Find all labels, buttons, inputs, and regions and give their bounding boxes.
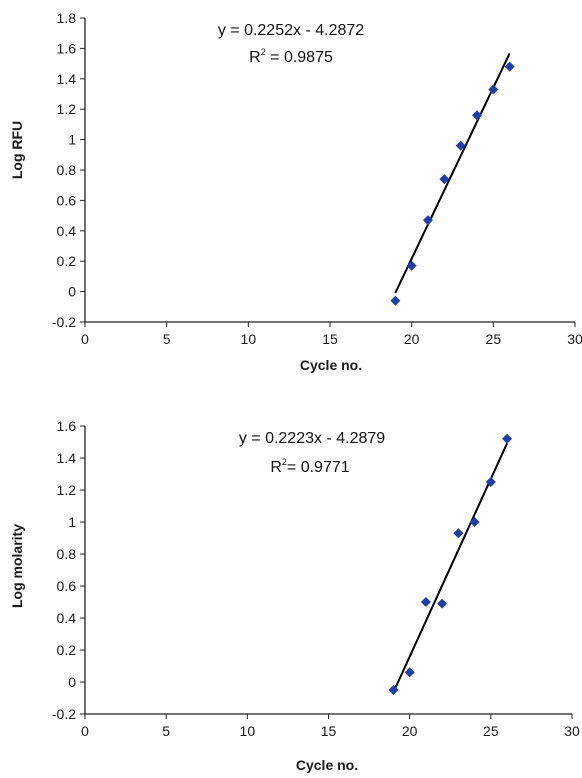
x-tick-label: 25 xyxy=(483,723,499,739)
x-tick-label: 10 xyxy=(241,331,257,347)
x-tick-label: 0 xyxy=(81,723,89,739)
x-tick-label: 30 xyxy=(564,723,580,739)
x-tick-label: 10 xyxy=(240,723,256,739)
y-tick-label: 0.2 xyxy=(57,253,77,269)
data-point xyxy=(404,667,415,678)
y-tick-label: 0.8 xyxy=(57,546,77,562)
y-tick-label: -0.2 xyxy=(52,314,76,330)
y-tick-label: 0.4 xyxy=(57,223,77,239)
r-squared-label: R2 = 0.9875 xyxy=(249,47,333,66)
chart-log-rfu: 1.8 1.6 1.4 1.2 1 0.8 0.6 0.4 0.2 0 -0.2 0 5 10 15 20 25… xyxy=(9,10,582,373)
chart-log-molarity: 1.61.41.210.80.60.40.20-0.20 5 10 15 20 25 30 … xyxy=(9,418,580,773)
r-squared-exponent: 2 xyxy=(261,47,266,57)
data-point xyxy=(388,685,399,695)
y-tick-label: 1.2 xyxy=(57,482,77,498)
x-tick-label: 15 xyxy=(322,331,338,347)
data-point xyxy=(455,140,466,151)
data-point xyxy=(423,215,433,226)
trendline xyxy=(392,442,508,693)
r-squared-value: = 0.9875 xyxy=(266,49,333,66)
r-squared-exponent: 2 xyxy=(282,457,287,467)
y-axis-title: Log RFU xyxy=(9,121,25,179)
y-tick-label: 0.6 xyxy=(57,192,77,208)
data-point xyxy=(437,598,448,609)
trendline xyxy=(394,52,511,294)
data-point xyxy=(502,433,513,444)
data-point xyxy=(488,84,499,95)
x-tick-label: 30 xyxy=(567,331,582,347)
data-point xyxy=(472,110,482,121)
y-tick-label: 0.2 xyxy=(57,642,77,658)
data-point xyxy=(469,517,480,527)
r-squared-prefix: R xyxy=(270,459,282,476)
r-squared-prefix: R xyxy=(249,49,261,66)
data-point xyxy=(406,260,417,271)
chart-log-molarity-marks: 1.6 1.4 1.2 1 0.8 0.6 0.4 0.2 0 -0.2 0 5 10 15 20 25 30 xyxy=(52,418,580,739)
x-axis-title: Cycle no. xyxy=(296,757,358,773)
data-point xyxy=(420,597,431,607)
y-tick-label: 1.6 xyxy=(57,418,77,434)
x-tick-label: 20 xyxy=(404,331,420,347)
x-tick-label: 15 xyxy=(321,723,337,739)
data-point xyxy=(453,528,464,539)
y-axis-title: Log molarity xyxy=(9,524,25,608)
y-tick-label: 1.4 xyxy=(57,71,77,87)
equation-label: y = 0.2252x - 4.2872 xyxy=(218,22,364,39)
r-squared-value: = 0.9771 xyxy=(287,459,350,476)
x-tick-label: 25 xyxy=(486,331,502,347)
data-point xyxy=(439,174,450,185)
y-tick-label: 1.2 xyxy=(57,101,77,117)
y-tick-label: 0.6 xyxy=(57,578,77,594)
x-tick-label: 5 xyxy=(162,723,170,739)
y-tick-label: 0 xyxy=(68,284,76,300)
data-point xyxy=(504,61,515,72)
x-axis-title: Cycle no. xyxy=(300,357,362,373)
data-point xyxy=(485,477,496,487)
y-tick-label: 1 xyxy=(68,132,76,148)
y-tick-label: -0.2 xyxy=(52,706,76,722)
x-tick-label: 5 xyxy=(163,331,171,347)
y-tick-label: 1 xyxy=(68,514,76,530)
y-tick-label: 0 xyxy=(68,674,76,690)
y-tick-label: 1.6 xyxy=(57,40,77,56)
chart-log-rfu-marks: 1.8 1.6 1.4 1.2 1 0.8 0.6 0.4 0.2 0 -0.2 0 5 10 15 20 25… xyxy=(52,10,582,347)
y-tick-label: 0.8 xyxy=(57,162,77,178)
r-squared-label: R2= 0.9771 xyxy=(270,457,349,476)
equation-label: y = 0.2223x - 4.2879 xyxy=(239,430,385,447)
data-point xyxy=(390,295,401,306)
x-tick-label: 0 xyxy=(81,331,89,347)
x-tick-label: 20 xyxy=(402,723,418,739)
y-tick-label: 1.4 xyxy=(57,450,77,466)
y-tick-label: 0.4 xyxy=(57,610,77,626)
y-tick-label: 1.8 xyxy=(57,10,77,26)
